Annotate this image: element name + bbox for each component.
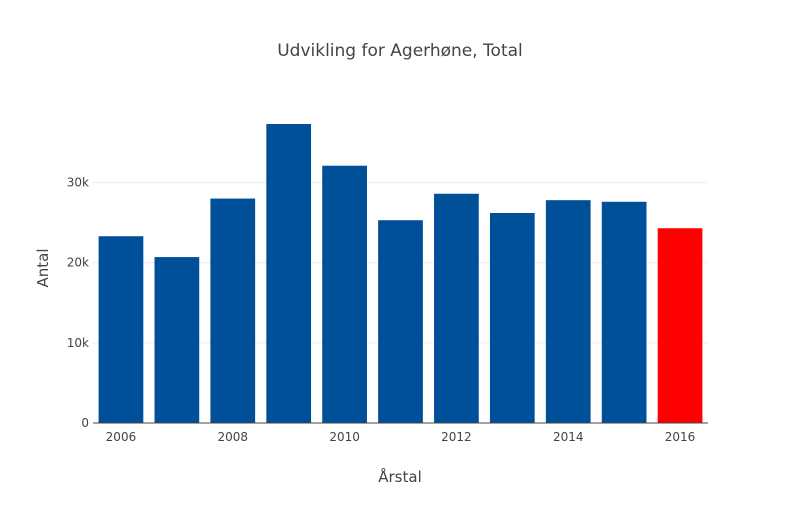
- x-tick-label: 2016: [665, 430, 696, 444]
- bar-2016: [657, 228, 703, 423]
- bar-2007: [154, 257, 200, 423]
- y-tick-label: 0: [81, 416, 89, 430]
- x-tick-label: 2012: [441, 430, 472, 444]
- y-tick-label: 20k: [67, 256, 89, 270]
- x-tick-label: 2006: [106, 430, 137, 444]
- bar-2013: [489, 213, 535, 423]
- x-tick-labels: 2006 2008 2010 2012 2014 2016: [106, 430, 696, 444]
- bar-2011: [378, 220, 423, 423]
- x-tick-label: 2010: [329, 430, 360, 444]
- bar-2006: [98, 236, 144, 423]
- chart-title: Udvikling for Agerhøne, Total: [277, 41, 523, 61]
- bar-2015: [601, 201, 647, 423]
- bar-2010: [322, 165, 367, 423]
- bar-2012: [434, 193, 479, 423]
- y-tick-label: 30k: [67, 176, 89, 190]
- bars: [98, 124, 703, 424]
- y-tick-label: 10k: [67, 336, 89, 350]
- bar-2009: [266, 124, 312, 424]
- x-tick-label: 2014: [553, 430, 584, 444]
- x-tick-label: 2008: [217, 430, 248, 444]
- y-axis-title: Antal: [34, 248, 52, 287]
- y-tick-labels: 0 10k 20k 30k: [67, 176, 89, 430]
- bar-2014: [545, 200, 591, 423]
- x-axis-title: Årstal: [378, 467, 421, 486]
- bar-2008: [210, 198, 256, 423]
